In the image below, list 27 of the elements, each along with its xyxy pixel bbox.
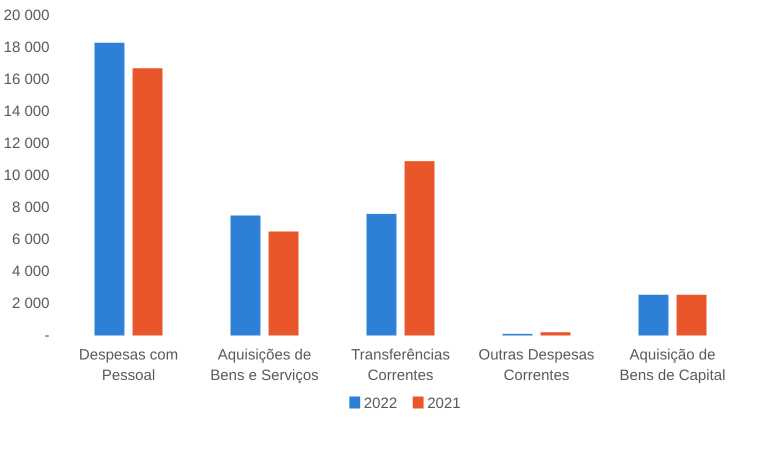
y-tick-label: 20 000 [4, 7, 50, 24]
y-tick-label: 4 000 [12, 263, 50, 280]
legend-label: 2022 [364, 395, 398, 412]
y-tick-label: 16 000 [4, 71, 50, 88]
y-tick-label: - [44, 327, 50, 344]
y-tick-label: 10 000 [4, 167, 50, 184]
y-tick-label: 18 000 [4, 39, 50, 56]
y-tick-label: 2 000 [12, 295, 50, 312]
x-tick-label: Outras Despesas Correntes [478, 346, 594, 384]
bar [540, 332, 570, 336]
x-tick-label: Aquisição de Bens de Capital [620, 346, 726, 384]
bar [404, 161, 434, 336]
y-tick-label: 8 000 [12, 199, 50, 216]
x-tick-label: Transferências Correntes [351, 346, 450, 384]
bar [676, 294, 706, 336]
bar [230, 216, 260, 336]
bar [366, 214, 396, 336]
y-tick-label: 6 000 [12, 231, 50, 248]
legend-label: 2021 [427, 395, 461, 412]
bar [268, 232, 298, 336]
y-tick-label: 14 000 [4, 103, 50, 120]
bar [94, 42, 124, 336]
x-tick-label: Despesas com Pessoal [78, 346, 178, 384]
x-tick-label: Aquisições de Bens e Serviços [210, 346, 319, 384]
bar [132, 68, 162, 336]
bar [638, 294, 668, 336]
y-tick-label: 12 000 [4, 135, 50, 152]
